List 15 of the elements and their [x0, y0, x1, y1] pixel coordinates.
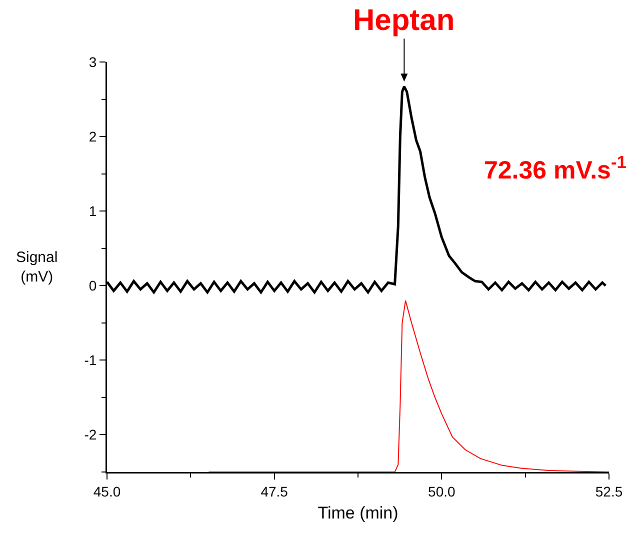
- x-tick-label: 52.5: [595, 483, 623, 500]
- y-tick-label: 3: [88, 54, 97, 70]
- line-series: [208, 300, 609, 472]
- y-tick-label: 2: [88, 128, 97, 144]
- y-tick-label: -2: [84, 426, 97, 443]
- y-axis-title: Signal (mV): [16, 249, 58, 286]
- y-tick-label: 0: [88, 278, 97, 294]
- annotation: Heptan: [353, 4, 455, 37]
- x-tick-label: 47.5: [260, 483, 288, 500]
- x-tick-label: 45.0: [93, 483, 121, 500]
- x-axis-title: Time (min): [318, 503, 398, 522]
- annotation: 72.36 mV.s$^{-1}$: [484, 152, 627, 184]
- y-tick-label: 1: [88, 202, 97, 219]
- y-tick-label: -1: [84, 352, 97, 368]
- x-tick-label: 50.0: [428, 483, 456, 500]
